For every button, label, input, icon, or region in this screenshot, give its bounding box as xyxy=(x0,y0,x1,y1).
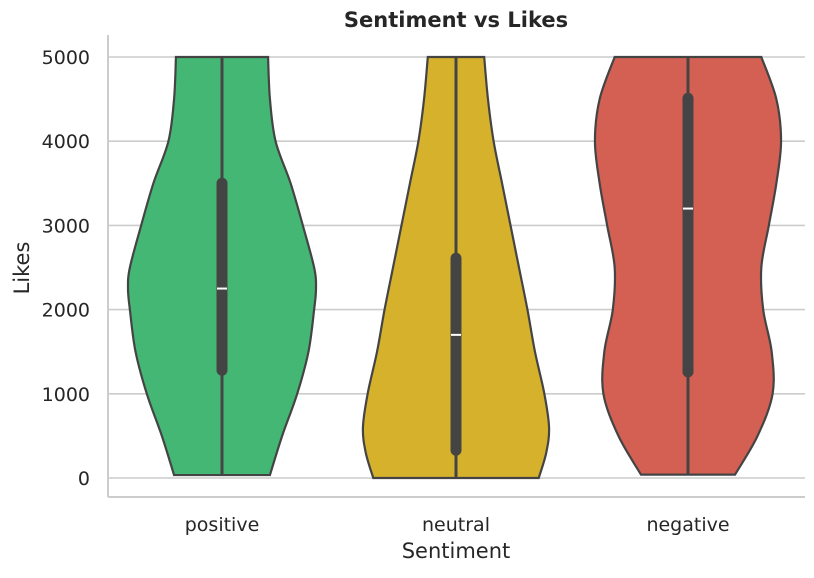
y-tick-label: 4000 xyxy=(42,131,90,153)
y-tick-labels: 0 1000 2000 3000 4000 5000 xyxy=(42,47,90,490)
y-tick-label: 5000 xyxy=(42,47,90,69)
y-tick-label: 3000 xyxy=(42,215,90,237)
x-tick-label: negative xyxy=(646,514,729,536)
x-axis-label: Sentiment xyxy=(402,539,511,563)
x-tick-labels: positive neutral negative xyxy=(185,514,730,536)
y-tick-label: 0 xyxy=(78,468,90,490)
y-tick-label: 1000 xyxy=(42,384,90,406)
x-tick-label: positive xyxy=(185,514,260,536)
violins xyxy=(126,55,783,480)
y-tick-label: 2000 xyxy=(42,300,90,322)
x-tick-label: neutral xyxy=(422,514,490,536)
chart-title: Sentiment vs Likes xyxy=(344,8,568,32)
y-axis-label: Likes xyxy=(10,242,34,295)
